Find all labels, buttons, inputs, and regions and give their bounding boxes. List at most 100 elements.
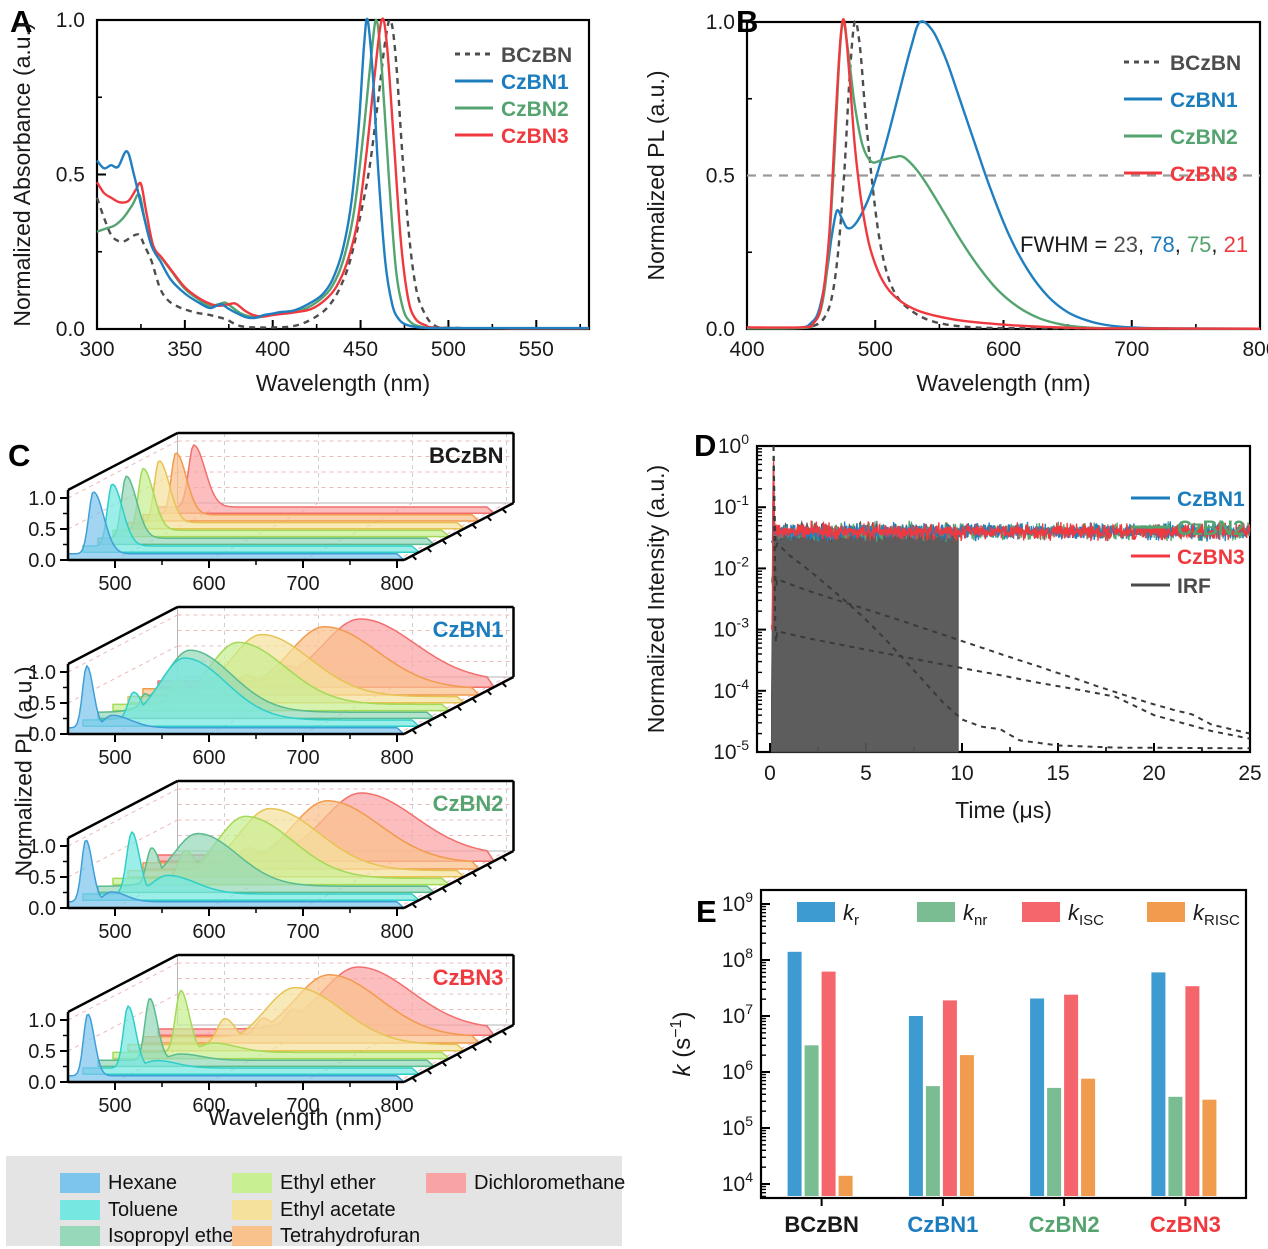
panel-c-waterfall-czbn1: 500 600 700 800 0.0 0.5 1.0 CzBN1: [28, 605, 515, 769]
legend-label-czbn2: CzBN2: [1170, 126, 1238, 149]
waterfall-series-toluene: [82, 483, 420, 553]
legend-label-czbn2: CzBN2: [501, 98, 569, 121]
y-tick-label: 0.5: [28, 519, 56, 541]
bar-k_isc-bczbn: [821, 971, 836, 1196]
bar-k_isc-czbn2: [1064, 994, 1079, 1196]
plot-legend: kr knr kISC kRISC: [797, 900, 1240, 929]
solvent-label: Ethyl ether: [280, 1172, 376, 1194]
y-tick-label: 10-3: [713, 615, 749, 642]
y-axis-label: Normalized Absorbance (a.u.): [9, 22, 35, 326]
depth-tick: [501, 1030, 507, 1036]
solvent-legend: Hexane Toluene Isopropyl ether Ethyl ether E…: [6, 1156, 625, 1247]
axes-3d: 500 600 700 800 0.0 0.5 1.0: [28, 605, 515, 769]
solvent-swatch: [232, 1173, 272, 1193]
fwhm-annotation: FWHM = 23, 78, 75, 21: [1020, 232, 1248, 257]
x-tick-label: 600: [192, 1095, 225, 1117]
legend-swatch-k_nr: [917, 902, 955, 922]
subplot-title-czbn3: CzBN3: [433, 965, 504, 990]
x-tick-label: 700: [286, 573, 319, 595]
top-left-diagonal: [67, 605, 179, 666]
x-tick-label: 500: [431, 338, 466, 361]
y-tick-label: 106: [722, 1057, 753, 1084]
y-tick-label: 0.0: [28, 1072, 56, 1094]
bar-k_r-bczbn: [787, 951, 802, 1196]
y-tick-label: 0.5: [28, 693, 56, 715]
left-wall-grid: [67, 962, 178, 1021]
series-curve-bczbn: [746, 19, 1171, 330]
axes-3d: 500 600 700 800 0.0 0.5 1.0: [28, 953, 515, 1117]
x-tick-label: 5: [860, 762, 872, 785]
y-axis-label: k (s−1): [668, 1012, 696, 1077]
panel-letter-a: A: [10, 4, 33, 39]
fit-curve-czbn3: [772, 445, 1250, 740]
x-tick-label: 700: [286, 921, 319, 943]
panel-letter-e: E: [696, 894, 717, 929]
x-tick-label: 400: [729, 338, 764, 361]
depth-tick: [411, 1076, 417, 1083]
top-left-diagonal: [67, 431, 179, 492]
category-label-bczbn: BCzBN: [784, 1212, 859, 1237]
series-curve-czbn1: [746, 20, 1261, 330]
y-tick-label: 0.0: [28, 898, 56, 920]
y-axis-label: Normalized PL (a.u.): [643, 70, 669, 280]
depth-tick: [441, 539, 447, 545]
series-curve-czbn1: [96, 17, 589, 330]
x-tick-label: 300: [79, 338, 114, 361]
depth-tick: [456, 531, 462, 537]
legend-swatch-k_risc: [1147, 902, 1185, 922]
solvent-swatch: [426, 1173, 466, 1193]
solvent-swatch: [60, 1200, 100, 1220]
depth-tick: [486, 515, 492, 522]
solvent-label: Ethyl acetate: [280, 1199, 396, 1221]
x-tick-label: 700: [1114, 338, 1149, 361]
solvent-label: Toluene: [108, 1199, 179, 1221]
left-wall-grid: [67, 614, 178, 673]
irf-trace: [771, 470, 959, 753]
depth-tick: [471, 523, 477, 530]
x-tick-label: 500: [98, 747, 131, 769]
waterfall-series-hexane: [67, 491, 405, 561]
depth-tick: [411, 728, 417, 735]
x-tick-label: 450: [343, 338, 378, 361]
legend-label-k_isc: kISC: [1068, 900, 1104, 929]
legend-swatch-k_r: [797, 902, 835, 922]
axes: 0 5 10 15 20 25 100 10-1 10-2 10-3 10-4 10-5: [713, 431, 1261, 785]
solvent-swatch: [232, 1200, 272, 1220]
panel-c-waterfall-czbn2: 500 600 700 800 0.0 0.5 1.0 CzBN2: [28, 779, 515, 943]
y-tick-label: 100: [718, 431, 749, 458]
axes-3d: 500 600 700 800 0.0 0.5 1.0: [28, 431, 515, 595]
fit-curve-czbn2: [772, 445, 1250, 735]
panel-c-y-axis-label: Normalized PL (a.u.): [10, 666, 37, 877]
axes-3d: 500 600 700 800 0.0 0.5 1.0: [28, 779, 515, 943]
y-tick-label: 109: [722, 889, 753, 916]
depth-tick: [411, 554, 417, 561]
waterfall-series-toluene: [82, 831, 420, 901]
x-tick-label: 550: [519, 338, 554, 361]
depth-tick: [486, 689, 492, 696]
bar-k_r-czbn1: [908, 1016, 923, 1196]
panel-c-waterfall-bczbn: 500 600 700 800 0.0 0.5 1.0 BCzBN: [28, 431, 515, 595]
bar-k_isc-czbn1: [942, 1000, 957, 1196]
y-axis-label: Normalized Intensity (a.u.): [643, 465, 669, 733]
panel-c-waterfall-czbn3: 500 600 700 800 0.0 0.5 1.0 CzBN3: [28, 953, 515, 1117]
x-tick-label: 500: [98, 921, 131, 943]
waterfall-series-ethyl-ether: [112, 989, 450, 1060]
legend-swatch-k_isc: [1022, 902, 1060, 922]
top-left-diagonal: [67, 953, 179, 1014]
bar-k_nr-czbn1: [925, 1086, 940, 1196]
y-tick-label: 10-1: [713, 492, 749, 519]
series-curve-czbn3: [95, 17, 590, 330]
depth-tick: [426, 1069, 432, 1075]
solvent-swatch: [60, 1226, 100, 1246]
depth-tick: [411, 902, 417, 909]
depth-tick: [426, 895, 432, 901]
top-left-diagonal: [67, 779, 179, 840]
bar-k_risc-bczbn: [838, 1175, 853, 1196]
y-tick-label: 108: [722, 945, 753, 972]
panel-letter-d: D: [694, 428, 717, 463]
depth-tick: [501, 856, 507, 862]
panel-c-x-axis-label: Wavelength (nm): [207, 1104, 383, 1130]
depth-tick: [471, 697, 477, 704]
series-curve-bczbn: [95, 18, 590, 330]
bar-k_nr-bczbn: [804, 1045, 819, 1196]
